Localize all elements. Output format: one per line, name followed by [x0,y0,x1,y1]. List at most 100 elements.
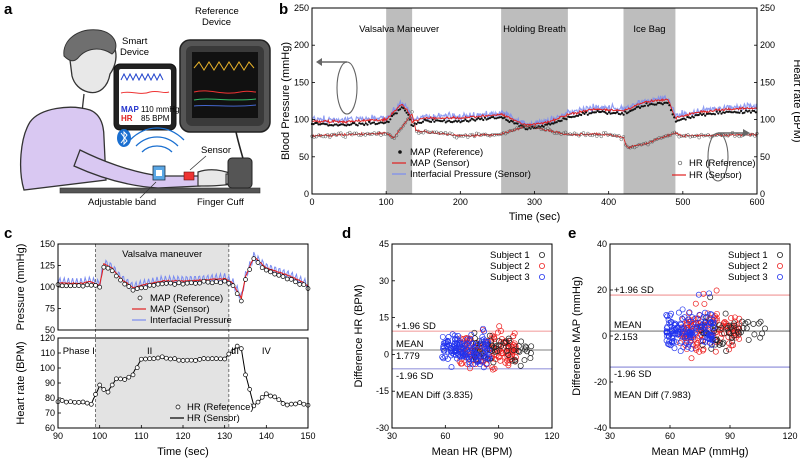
b-y-left-title: Blood Pressure (mmHg) [280,42,292,160]
map-reference-point [709,112,712,115]
c-hr-reference-point [84,400,90,406]
c-map-reference-point [243,277,248,282]
map-reference-point [410,123,413,127]
map-reference-point [387,120,390,124]
d-point-3 [455,333,462,339]
hr-reference-point [437,131,441,136]
map-reference-point [345,124,348,127]
c-hr-reference-point [226,351,232,357]
hr-reference-point [577,134,581,138]
c-map-reference-point [143,285,148,291]
c-y-top-title: Pressure (mmHg) [15,244,27,331]
e-point-1 [729,338,736,345]
map-reference-point [361,122,364,125]
map-reference-point [697,113,700,117]
d-y-axis-title: Difference HR (BPM) [353,284,365,387]
d-point-3 [480,364,487,371]
c-map-reference-point [159,281,165,287]
map-reference-point [493,117,496,120]
e-point-3 [710,319,717,326]
e-point-3 [706,290,713,297]
map-reference-point [374,123,377,126]
d-xtick-label: 30 [387,431,397,441]
map-reference-point [606,112,609,115]
c-hr-reference-point [213,356,219,361]
hr-reference-point [432,130,437,134]
d-point-1 [517,362,524,369]
d-ytick-label: 0 [384,349,389,359]
hr-reference-point [408,116,412,120]
hr-reference-point [599,134,603,139]
d-point-1 [518,338,525,345]
adjustable-band-label: Adjustable band [88,197,156,208]
c-top-ytick-label: 150 [40,239,55,249]
c-map-reference-point [234,291,240,297]
c-map-reference-point [247,267,253,272]
hr-reference-point [406,117,410,121]
d-point-2 [489,366,496,373]
c-xtick-label: 130 [217,431,232,441]
c-legend-map-reference: MAP (Reference) [150,293,223,304]
e-ytick-label: -40 [594,423,607,433]
shaded-region [501,8,568,194]
d-point-1 [510,347,517,354]
d-point-3 [479,352,486,358]
e-y-axis-title: Difference MAP (mmHg) [571,276,583,395]
hr-reference-point [321,134,325,139]
legend-hr-reference: HR (Reference) [689,158,756,169]
hr-reference-point [419,130,423,135]
map-reference-point [586,113,589,116]
map-reference-point [332,124,335,127]
map-reference-point [611,112,614,115]
e-point-1 [744,319,751,325]
c-xtick-label: 90 [53,431,63,441]
hr-reference-point [472,134,477,139]
c-hr-reference-point [218,356,223,362]
d-point-2 [504,339,511,346]
e-point-2 [733,322,740,328]
b-xtick-label: 200 [453,197,468,207]
map-reference-point [704,114,707,117]
map-reference-point [487,117,490,120]
e-point-2 [692,300,699,307]
map-reference-point [405,111,408,114]
hr-reference-point [753,134,757,138]
d-point-1 [511,356,518,363]
sensor-label: Sensor [201,145,231,156]
c-phase-label: III [231,346,239,357]
panel-d-chart: d -30 -15 0 15 30 45 30 60 90 120 Mean HR (BPM) Dif… [342,225,560,458]
map-reference-point [399,108,402,111]
map-reference-point [430,120,433,123]
e-mean-label: MEAN [614,320,642,331]
map-sensor-line [311,98,758,126]
e-point-2 [701,300,708,307]
map-reference-point [658,101,661,104]
e-point-3 [710,337,716,343]
c-legend-map-sensor: MAP (Sensor) [150,304,209,315]
c-map-reference-point [280,274,286,279]
c-hr-reference-point [163,355,169,361]
c-hr-reference-point [76,400,82,405]
map-reference-point [322,122,325,125]
map-reference-point [358,122,361,125]
hr-reference-point [388,133,392,137]
d-point-1 [502,340,509,347]
c-hr-reference-point [188,357,194,363]
hr-reference-point [325,133,330,137]
map-reference-point [625,112,629,115]
e-point-1 [723,348,730,354]
hr-reference-point [519,125,523,130]
hr-reference-point [377,130,381,135]
hr-reference-point [528,125,532,130]
wireless-waves [129,127,185,153]
hr-reference-point [543,128,548,132]
map-reference-point [366,123,369,126]
c-map-reference-point [213,279,219,285]
map-reference-point [457,119,460,122]
panel-letter-b: b [279,1,288,18]
map-reference-point [454,119,457,122]
map-reference-point [622,113,625,116]
d-xtick-label: 60 [440,431,450,441]
map-reference-point [678,119,681,122]
map-reference-point [583,112,586,115]
